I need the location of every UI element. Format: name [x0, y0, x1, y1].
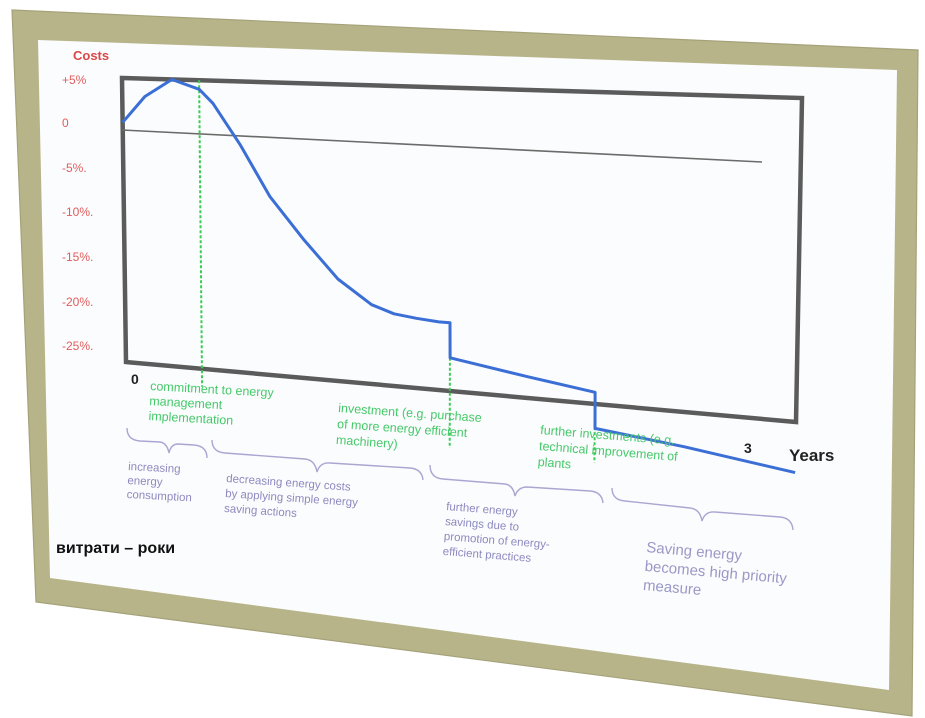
y-tick-labels: +5% 0 -5%. -10%. -15%. -20%. -25%.: [62, 73, 93, 353]
y-tick-label: -10%.: [62, 205, 93, 219]
annotation-commitment-line1: commitment to energy: [150, 379, 275, 400]
x-tick-0: 0: [131, 371, 139, 387]
cost-curve-line: [121, 78, 796, 475]
plot-area-border: [119, 75, 805, 425]
phase-1-label: increasing energy consumption: [126, 461, 192, 504]
y-axis-title: Costs: [73, 48, 109, 63]
phase-1-line3: consumption: [126, 489, 192, 504]
phase-3-line1: further energy: [446, 501, 519, 519]
slide-caption: витрати – роки: [56, 540, 175, 557]
annotation-commitment-line2: management: [149, 394, 223, 412]
x-axis-title: Years: [789, 446, 834, 465]
marker-line-1: [198, 80, 204, 387]
annotation-investment-line3: machinery): [336, 433, 399, 451]
y-tick-label: +5%: [62, 73, 87, 87]
y-tick-label: 0: [62, 116, 69, 130]
brace-phase-4: [611, 487, 794, 531]
y-tick-label: -15%.: [62, 250, 93, 264]
brace-phase-2: [211, 439, 424, 481]
brace-phase-3: [429, 464, 604, 504]
x-tick-3: 3: [744, 440, 752, 456]
annotation-commitment-line3: implementation: [148, 409, 233, 428]
phase-1-line2: energy: [127, 475, 163, 489]
brace-phase-1: [126, 427, 208, 459]
cost-curve: [121, 78, 796, 475]
annotation-further-line3: plants: [537, 455, 571, 472]
phase-1-line1: increasing: [128, 461, 181, 476]
phase-2-line3: saving actions: [224, 503, 298, 520]
slide-frame-edge: [11, 9, 919, 717]
phase-3-line2: savings due to: [445, 516, 520, 534]
annotation-commitment: commitment to energy management implemen…: [148, 379, 275, 428]
y-tick-label: -25%.: [62, 339, 93, 353]
y-tick-label: -5%.: [62, 161, 87, 175]
chart-panel: [38, 40, 897, 690]
y-tick-label: -20%.: [62, 295, 93, 309]
zero-reference-line: [121, 129, 763, 163]
phase-4-line3: measure: [642, 577, 702, 599]
